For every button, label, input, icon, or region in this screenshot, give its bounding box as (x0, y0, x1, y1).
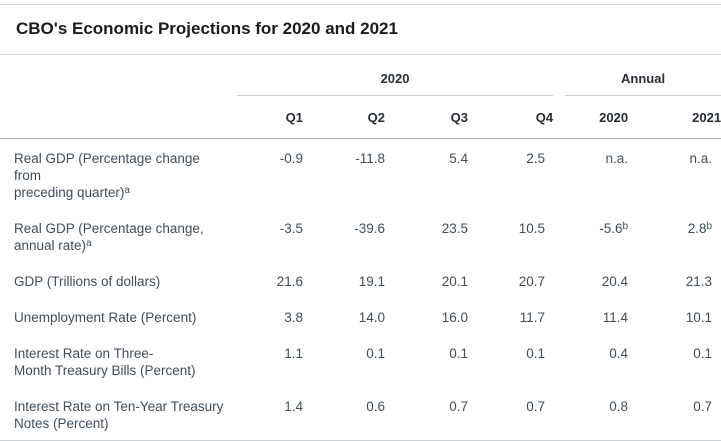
col-header-q3: Q3 (385, 96, 468, 139)
col-header-q2: Q2 (303, 96, 385, 139)
cell: -5.6b (599, 221, 629, 236)
cell: 10.5 (518, 221, 546, 236)
corner-cell (0, 55, 237, 96)
cell: 21.3 (685, 274, 713, 289)
col-group-2020-label: 2020 (380, 71, 410, 86)
cell: 0.8 (553, 387, 629, 441)
cell: 1.4 (237, 387, 303, 441)
cell: 2.8b (687, 221, 713, 236)
cell: 11.4 (602, 310, 629, 325)
cell: -3.5 (279, 221, 303, 236)
cell: n.a. (689, 151, 713, 166)
col-header-q4: Q4 (468, 96, 554, 139)
column-group-row: 2020 Annual (0, 55, 721, 96)
cell: 11.7 (519, 310, 546, 325)
col-group-annual-label: Annual (621, 71, 666, 86)
cell: n.a. (605, 151, 629, 166)
cell: 0.7 (385, 387, 468, 441)
table-row-real-gdp-annual-rate: Real GDP (Percentage change, annual rate… (0, 209, 721, 262)
cell: 0.1 (449, 346, 468, 361)
cell: -39.6 (354, 221, 385, 236)
column-header-row: Q1 Q2 Q3 Q4 2020 2021 (0, 96, 721, 139)
cell: 20.4 (601, 274, 629, 289)
page-title: CBO's Economic Projections for 2020 and … (16, 19, 398, 38)
col-header-annual-2020: 2020 (553, 96, 629, 139)
col-group-2020: 2020 (237, 55, 554, 96)
table-row-real-gdp-quarterly: Real GDP (Percentage change from precedi… (0, 139, 721, 210)
row-label: Real GDP (Percentage change, annual rate… (14, 221, 204, 253)
footnote-marker: a (86, 238, 92, 249)
cell: 5.4 (449, 151, 468, 166)
table-row-interest-rate-10year: Interest Rate on Ten-Year Treasury Notes… (0, 387, 721, 441)
row-label-header (0, 96, 237, 139)
cell: 16.0 (441, 310, 468, 325)
cell: -11.8 (355, 151, 385, 166)
cell: 20.1 (441, 274, 468, 289)
footnote-marker: a (124, 185, 130, 196)
cell: 2.5 (526, 151, 546, 166)
cell: 0.1 (526, 346, 546, 361)
row-label: Real GDP (Percentage change from precedi… (14, 151, 200, 200)
cell: 0.6 (303, 387, 385, 441)
footnote-marker: b (706, 221, 713, 232)
cell: 20.7 (518, 274, 546, 289)
cell: 10.1 (685, 310, 713, 325)
cell: 0.7 (628, 387, 721, 441)
row-label: GDP (Trillions of dollars) (14, 274, 161, 289)
economic-projections-table: 2020 Annual Q1 Q2 Q3 Q4 2020 2021 (0, 55, 721, 441)
cell: 1.1 (284, 346, 303, 361)
col-header-annual-2021: 2021 (628, 96, 721, 139)
row-label: Unemployment Rate (Percent) (14, 310, 197, 325)
cell: 14.0 (358, 310, 385, 325)
cell: 21.6 (276, 274, 303, 289)
cell: 0.4 (609, 346, 629, 361)
table-row-gdp-trillions: GDP (Trillions of dollars) 21.6 19.1 20.… (0, 262, 721, 298)
footnote-marker: b (622, 221, 629, 232)
table-title-bar: CBO's Economic Projections for 2020 and … (0, 4, 721, 55)
col-group-annual: Annual (553, 55, 721, 96)
cell: -0.9 (279, 151, 303, 166)
cell: 23.5 (441, 221, 468, 236)
cell: 0.1 (366, 346, 385, 361)
cell: 0.1 (693, 346, 713, 361)
cell: 0.7 (468, 387, 554, 441)
row-label: Interest Rate on Three- Month Treasury B… (14, 346, 196, 378)
table-row-unemployment-rate: Unemployment Rate (Percent) 3.8 14.0 16.… (0, 298, 721, 334)
row-label: Interest Rate on Ten-Year Treasury Notes… (0, 387, 237, 441)
table-row-interest-rate-3month: Interest Rate on Three- Month Treasury B… (0, 334, 721, 387)
col-header-q1: Q1 (237, 96, 303, 139)
cell: 19.1 (358, 274, 385, 289)
cell: 3.8 (284, 310, 303, 325)
